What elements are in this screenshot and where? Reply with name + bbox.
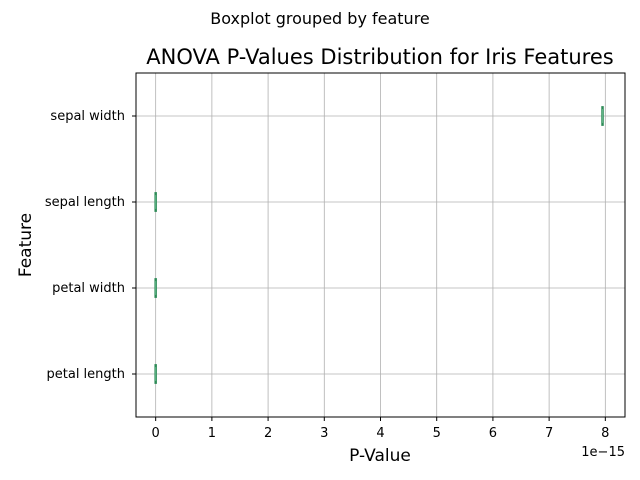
x-tick-label: 0 bbox=[152, 426, 160, 441]
y-tick-label: petal width bbox=[52, 281, 125, 296]
x-axis-label: P-Value bbox=[349, 446, 411, 466]
y-tick-label: sepal width bbox=[50, 109, 125, 124]
y-axis-label: Feature bbox=[16, 213, 36, 277]
box-series bbox=[154, 106, 604, 384]
x-offset-label: 1e−15 bbox=[581, 445, 625, 460]
chart-title: ANOVA P-Values Distribution for Iris Fea… bbox=[146, 45, 613, 69]
y-tick-label: petal length bbox=[47, 367, 126, 382]
x-tick-label: 3 bbox=[320, 426, 328, 441]
x-tick-label: 6 bbox=[489, 426, 497, 441]
x-tick-label: 2 bbox=[264, 426, 272, 441]
chart-suptitle: Boxplot grouped by feature bbox=[210, 9, 430, 28]
y-axis-ticks: sepal width sepal length petal width petal … bbox=[45, 109, 136, 382]
y-tick-label: sepal length bbox=[45, 195, 125, 210]
x-tick-label: 7 bbox=[545, 426, 553, 441]
x-tick-label: 5 bbox=[433, 426, 441, 441]
x-axis-ticks: 0 1 2 3 4 5 6 7 8 bbox=[152, 417, 609, 441]
x-tick-label: 1 bbox=[208, 426, 216, 441]
grid-lines bbox=[136, 73, 625, 417]
x-tick-label: 8 bbox=[601, 426, 609, 441]
x-tick-label: 4 bbox=[376, 426, 384, 441]
